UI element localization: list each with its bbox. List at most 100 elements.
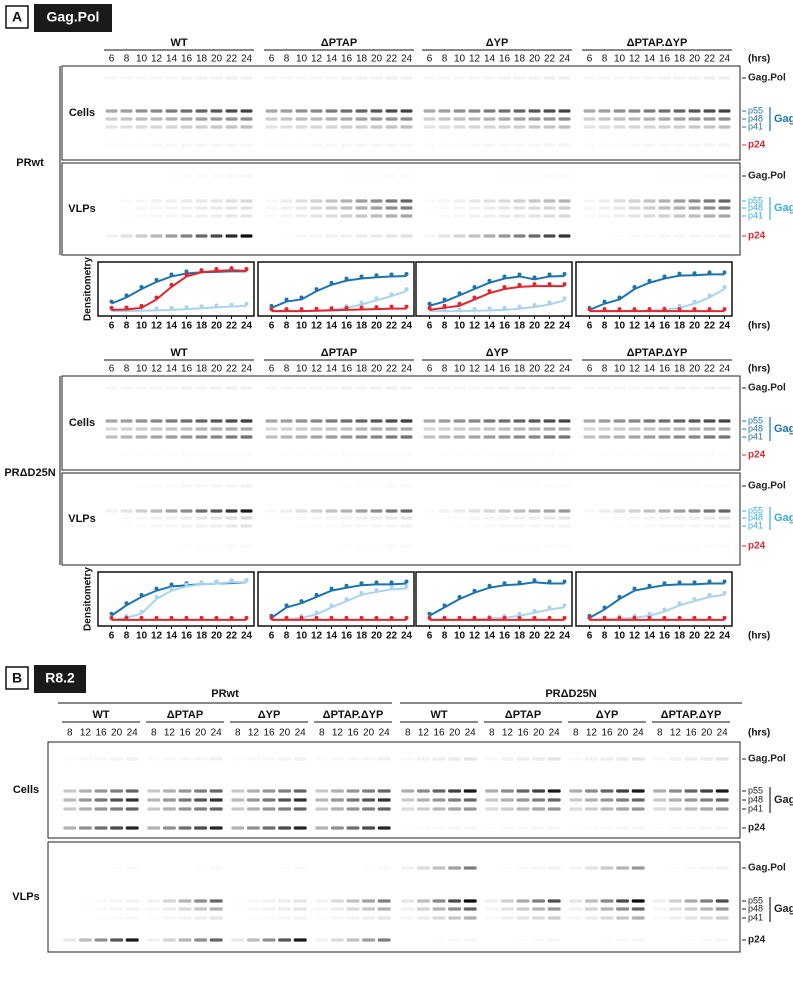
hour-label: 20	[279, 728, 291, 739]
blot-band	[178, 916, 192, 920]
blot-band	[231, 757, 244, 760]
blot-band	[543, 386, 556, 390]
hour-label: 16	[341, 54, 353, 65]
x-tick-label: 24	[559, 631, 571, 642]
blot-band	[330, 899, 344, 903]
x-tick-label: 24	[401, 631, 413, 642]
blot-band	[135, 109, 148, 113]
blot-band	[500, 916, 514, 920]
blot-band	[165, 214, 178, 218]
blot-band	[684, 899, 698, 903]
blot-band	[196, 174, 208, 177]
blot-band	[110, 798, 124, 802]
blot-band	[136, 386, 148, 389]
data-point	[139, 609, 144, 614]
blot-band	[150, 117, 163, 121]
hour-label: 8	[67, 728, 73, 739]
data-point	[602, 307, 607, 312]
data-point	[109, 305, 114, 310]
x-tick-label: 18	[514, 631, 526, 642]
x-tick-label: 24	[401, 321, 413, 332]
blot-band	[79, 899, 92, 902]
blot-band	[599, 386, 611, 389]
data-point	[359, 300, 364, 305]
gag-label: Gag	[774, 202, 793, 214]
blot-band	[513, 214, 526, 218]
blot-band	[600, 907, 614, 911]
blot-band	[516, 798, 530, 802]
data-point	[269, 307, 274, 312]
blot-band	[424, 509, 436, 512]
data-point	[722, 590, 727, 595]
blot-band	[547, 789, 561, 793]
blot-band	[628, 435, 641, 439]
blot-band	[240, 125, 253, 129]
blot-band	[547, 907, 561, 911]
blot-band	[498, 427, 511, 431]
data-point	[344, 615, 349, 620]
blot-band	[543, 419, 556, 423]
x-tick-label: 12	[151, 631, 163, 642]
blot-band	[501, 866, 514, 869]
blot-band	[684, 757, 698, 761]
blot-band	[325, 214, 338, 218]
hour-label: 6	[269, 54, 275, 65]
blot-band	[558, 199, 571, 203]
blot-label: Cells	[13, 784, 39, 796]
data-point	[124, 601, 129, 606]
data-point	[602, 605, 607, 610]
blot-band	[485, 916, 498, 919]
marker-label: p55	[748, 505, 763, 515]
blot-band	[385, 386, 398, 390]
blot-band	[500, 899, 514, 903]
blot-band	[225, 516, 238, 520]
blot-band	[400, 199, 413, 203]
blot-band	[209, 807, 223, 811]
blot-band	[628, 109, 641, 113]
blot-band	[454, 524, 466, 527]
blot-band	[469, 524, 481, 527]
blot-band	[280, 117, 293, 121]
blot-band	[385, 214, 398, 218]
blot-band	[498, 435, 511, 439]
panel-title: Gag.Pol	[47, 9, 100, 25]
x-tick-label: 12	[151, 321, 163, 332]
blot-band	[700, 916, 714, 920]
blot-band	[439, 76, 451, 79]
blot-band	[558, 214, 571, 218]
blot-band	[266, 214, 278, 217]
data-point	[124, 305, 129, 310]
blot-label: VLPs	[12, 891, 40, 903]
blot-band	[658, 109, 671, 113]
blot-band	[700, 826, 713, 829]
x-tick-label: 10	[296, 321, 308, 332]
blot-band	[416, 807, 430, 811]
data-point	[722, 615, 727, 620]
blot-band	[280, 125, 293, 129]
blot-band	[544, 453, 556, 456]
data-point	[547, 605, 552, 610]
blot-band	[362, 757, 376, 761]
data-point	[707, 592, 712, 597]
hour-label: 8	[319, 728, 325, 739]
blot-band	[432, 789, 446, 793]
blot-band	[226, 174, 238, 177]
x-tick-label: 10	[614, 631, 626, 642]
blot-band	[162, 789, 176, 793]
data-point	[632, 307, 637, 312]
group-label: ΔPTAP.ΔYP	[627, 37, 688, 49]
y-axis-label: Densitometry	[83, 257, 94, 321]
hour-label: 20	[363, 728, 375, 739]
x-tick-label: 20	[689, 321, 701, 332]
blot-band	[105, 125, 118, 129]
hour-label: 8	[124, 364, 130, 375]
data-point	[184, 582, 189, 587]
blot-band	[558, 386, 571, 390]
blot-band	[355, 234, 368, 238]
data-point	[472, 588, 477, 593]
blot-band	[613, 419, 626, 423]
data-point	[404, 304, 409, 309]
blot-band	[544, 484, 556, 487]
blot-band	[162, 899, 176, 903]
blot-band	[703, 509, 716, 513]
